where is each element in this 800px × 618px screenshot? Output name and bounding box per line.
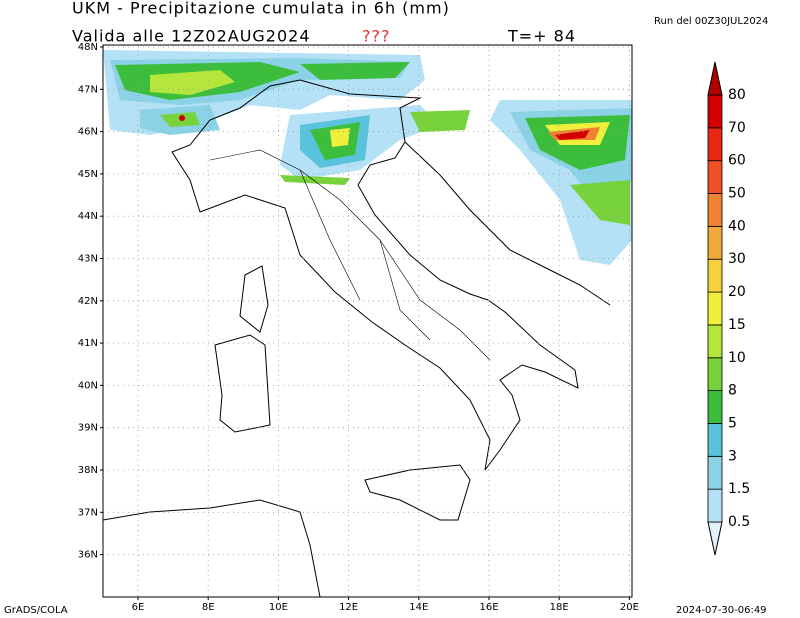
- colorbar: 0.5 1.5 3 5 8 10 15 20 30 40 50 60 70 80: [707, 61, 750, 556]
- colorbar-cap: [707, 61, 723, 96]
- lat-label: 47N: [78, 84, 98, 95]
- lon-label: 12E: [339, 602, 358, 613]
- colorbar-box: [707, 291, 723, 326]
- lon-label: 18E: [550, 602, 569, 613]
- colorbar-label: 15: [728, 317, 746, 333]
- lat-label: 40N: [78, 380, 98, 391]
- lat-label: 39N: [78, 423, 98, 434]
- lat-label: 42N: [78, 296, 98, 307]
- colorbar-box: [707, 127, 723, 162]
- colorbar-box: [707, 193, 723, 227]
- graticule: 48N 47N 46N 45N 44N 43N 42N 41N 40N 39N 38N 37N 36N 6…: [78, 42, 639, 613]
- coastlines: [103, 50, 611, 597]
- colorbar-label: 8: [728, 383, 737, 399]
- map: 48N 47N 46N 45N 44N 43N 42N 41N 40N 39N 38N 37N 36N 6…: [78, 42, 639, 613]
- colorbar-label: 1.5: [728, 481, 750, 497]
- lon-label: 8E: [202, 602, 215, 613]
- colorbar-box: [707, 160, 723, 194]
- colorbar-box: [707, 390, 723, 424]
- precipitation: [103, 50, 632, 265]
- forecast-step: T=+ 84: [507, 27, 576, 46]
- lon-label: 6E: [132, 602, 145, 613]
- lat-label: 44N: [78, 211, 98, 222]
- colorbar-box: [707, 423, 723, 457]
- colorbar-label: 10: [728, 350, 746, 366]
- colorbar-box: [707, 225, 723, 260]
- colorbar-box: [707, 94, 723, 129]
- colorbar-label: 50: [728, 186, 746, 202]
- footer-right: 2024-07-30-06:49: [676, 605, 767, 616]
- colorbar-box: [707, 455, 723, 490]
- lat-label: 46N: [78, 127, 98, 138]
- lat-label: 36N: [78, 550, 98, 561]
- flag: ???: [362, 27, 390, 46]
- colorbar-box: [707, 324, 723, 359]
- lat-label: 43N: [78, 254, 98, 265]
- colorbar-box: [707, 488, 723, 523]
- lat-label: 48N: [78, 42, 98, 53]
- colorbar-label: 0.5: [728, 514, 750, 530]
- lon-label: 14E: [409, 602, 428, 613]
- title: UKM - Precipitazione cumulata in 6h (mm): [72, 0, 450, 18]
- colorbar-box: [707, 258, 723, 293]
- map-frame: [102, 44, 633, 598]
- lon-label: 10E: [269, 602, 288, 613]
- footer-left: GrADS/COLA: [4, 605, 68, 616]
- lat-label: 45N: [78, 169, 98, 180]
- lon-label: 16E: [479, 602, 498, 613]
- lat-label: 38N: [78, 465, 98, 476]
- colorbar-label: 70: [728, 120, 746, 136]
- colorbar-label: 40: [728, 218, 746, 234]
- colorbar-cap: [707, 521, 723, 556]
- colorbar-box: [707, 357, 723, 392]
- colorbar-label: 60: [728, 153, 746, 169]
- colorbar-label: 80: [728, 87, 746, 103]
- lat-label: 37N: [78, 507, 98, 518]
- colorbar-label: 30: [728, 251, 746, 267]
- colorbar-label: 5: [728, 415, 737, 431]
- colorbar-label: 3: [728, 448, 737, 464]
- valid-time: Valida alle 12Z02AUG2024: [72, 27, 311, 46]
- run-time: Run del 00Z30JUL2024: [654, 16, 768, 27]
- lat-label: 41N: [78, 338, 98, 349]
- colorbar-label: 20: [728, 284, 746, 300]
- lon-label: 20E: [620, 602, 639, 613]
